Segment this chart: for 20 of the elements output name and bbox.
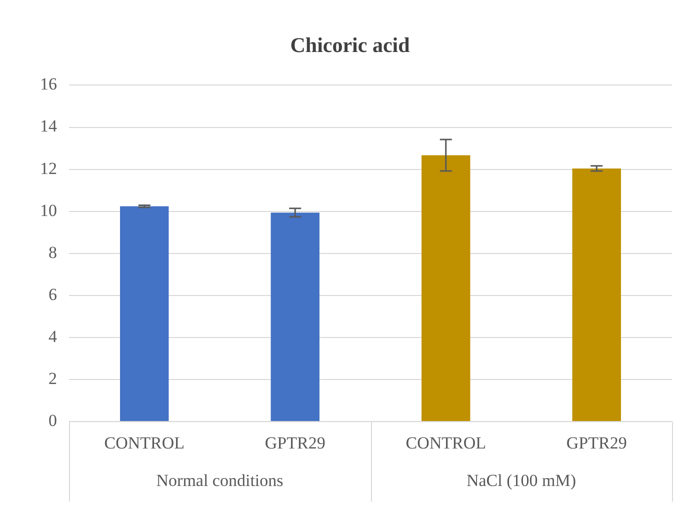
y-tick-label: 12	[40, 158, 57, 178]
chart-title: Chicoric acid	[290, 33, 410, 58]
y-tick-label: 8	[48, 242, 57, 262]
y-tick-label: 2	[48, 369, 57, 388]
y-tick-label: 6	[48, 284, 57, 304]
y-tick-label: 14	[40, 116, 58, 136]
x-tick-label: GPTR29	[264, 433, 326, 452]
y-tick-label: 16	[40, 74, 57, 94]
y-tick-label: 10	[40, 200, 57, 220]
text: Normal conditions	[156, 471, 284, 490]
x-tick-label: CONTROL	[104, 433, 185, 452]
y-tick-label: 0	[48, 411, 57, 430]
x-tick-label: CONTROL	[406, 433, 486, 452]
text: NaCl (100 mM)	[466, 471, 576, 490]
y-tick-label: 4	[48, 326, 58, 346]
bar	[422, 155, 470, 422]
x-tick-label: GPTR29	[566, 433, 627, 452]
bar	[120, 206, 169, 422]
bar	[270, 212, 320, 422]
bar	[572, 168, 621, 422]
